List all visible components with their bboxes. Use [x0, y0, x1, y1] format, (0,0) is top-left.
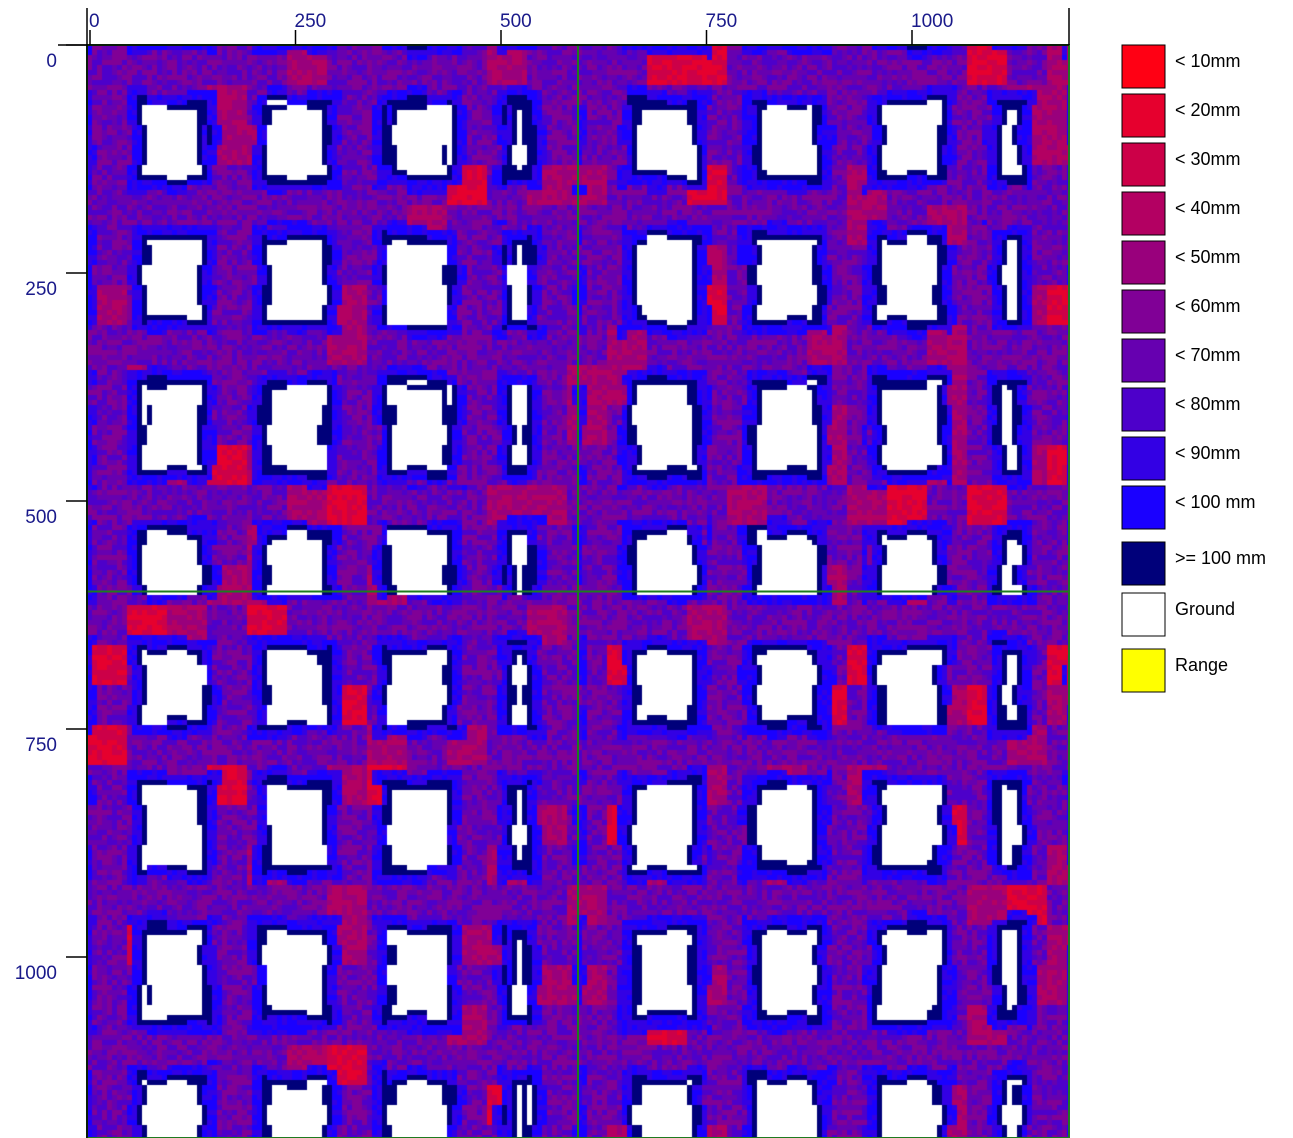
- legend-swatch: [1121, 541, 1166, 586]
- legend-swatch: [1121, 592, 1166, 637]
- legend-swatch: [1121, 142, 1166, 187]
- plot-area: [86, 44, 1070, 1138]
- legend-label: Range: [1175, 655, 1228, 675]
- legend-swatch: [1121, 387, 1166, 432]
- legend-label: < 10mm: [1175, 51, 1241, 71]
- legend-label: < 30mm: [1175, 149, 1241, 169]
- y-tick-label: 1000: [15, 963, 57, 984]
- legend-label: < 40mm: [1175, 198, 1241, 218]
- x-tick-label: 750: [706, 11, 738, 32]
- y-tick-label: 500: [25, 507, 57, 528]
- legend-label: < 60mm: [1175, 296, 1241, 316]
- legend-swatch: [1121, 191, 1166, 236]
- legend-label: < 70mm: [1175, 345, 1241, 365]
- x-tick-label: 1000: [911, 11, 953, 32]
- legend-swatch: [1121, 436, 1166, 481]
- legend-swatch: [1121, 240, 1166, 285]
- legend-swatch: [1121, 648, 1166, 693]
- legend-label: < 80mm: [1175, 394, 1241, 414]
- legend-swatch: [1121, 485, 1166, 530]
- axes: 0 250 500 750 1000 0 250 500 750 1000: [15, 8, 1070, 1138]
- legend-label: < 100 mm: [1175, 492, 1256, 512]
- legend-label: Ground: [1175, 599, 1235, 619]
- legend-swatch: [1121, 338, 1166, 383]
- x-tick-label: 500: [500, 11, 532, 32]
- legend-label: < 90mm: [1175, 443, 1241, 463]
- legend-label: >= 100 mm: [1175, 548, 1266, 568]
- y-tick-label: 0: [46, 51, 57, 72]
- x-tick-label: 0: [89, 11, 100, 32]
- legend-label: < 50mm: [1175, 247, 1241, 267]
- x-tick-label: 250: [295, 11, 327, 32]
- legend-swatch: [1121, 289, 1166, 334]
- legend-swatch: [1121, 44, 1166, 89]
- y-tick-label: 250: [25, 279, 57, 300]
- legend: < 10mm < 20mm < 30mm < 40mm < 50mm < 60mm < 70…: [1121, 44, 1266, 693]
- legend-label: < 20mm: [1175, 100, 1241, 120]
- legend-swatch: [1121, 93, 1166, 138]
- y-tick-label: 750: [25, 735, 57, 756]
